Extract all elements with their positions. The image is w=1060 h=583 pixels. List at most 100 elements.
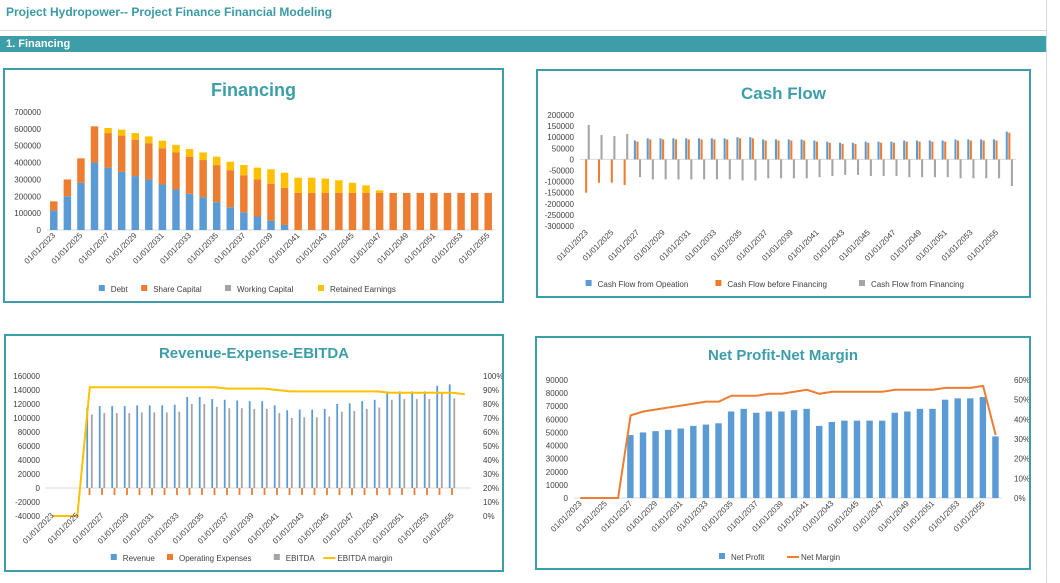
bar-cash-flow-from-financing	[818, 159, 821, 178]
bar-share-capital	[77, 158, 85, 183]
y-tick-label: 50000	[552, 144, 575, 153]
bar-cash-flow-from-opeation	[800, 139, 803, 160]
bar-operating-expenses	[438, 488, 441, 495]
bar-revenue	[411, 391, 414, 488]
bar-retained-earnings	[104, 128, 112, 134]
bar-cash-flow-from-opeation	[851, 142, 854, 160]
bar-ebitda	[103, 413, 106, 488]
bar-share-capital	[335, 192, 343, 230]
bar-cash-flow-before-financing	[815, 141, 819, 160]
bar-share-capital	[104, 133, 112, 168]
bar-retained-earnings	[172, 144, 180, 153]
page-title: Project Hydropower-- Project Finance Fin…	[6, 5, 333, 19]
y-tick-label: 700000	[14, 108, 41, 117]
bar-retained-earnings	[199, 152, 207, 161]
line-ebitda-margin	[52, 386, 465, 517]
y-tick-label: 200000	[14, 192, 41, 201]
legend-label: Cash Flow before Financing	[727, 280, 827, 289]
bar-revenue	[148, 405, 151, 488]
bar-ebitda	[190, 404, 193, 488]
sheet-gridline	[0, 30, 1046, 31]
bar-ebitda	[140, 412, 143, 488]
bar-ebitda	[178, 411, 181, 488]
bar-ebitda	[253, 408, 256, 488]
bar-operating-expenses	[238, 488, 241, 495]
y2-tick-label: 30%	[483, 470, 499, 479]
bar-cash-flow-from-financing	[908, 159, 911, 178]
bar-net-profit	[753, 412, 760, 498]
bar-share-capital	[430, 192, 438, 230]
y2-tick-label: 60%	[1014, 376, 1029, 385]
bar-operating-expenses	[88, 488, 91, 495]
bar-cash-flow-before-financing	[905, 141, 908, 160]
bar-cash-flow-before-financing	[739, 138, 742, 160]
bar-debt	[77, 182, 85, 230]
financing-chart-panel[interactable]: Financing 0 100000 200000 300000 400000 500000…	[3, 68, 504, 303]
bar-cash-flow-before-financing	[892, 142, 895, 160]
bar-debt	[240, 212, 248, 230]
bar-revenue	[111, 406, 114, 488]
bar-revenue	[86, 407, 89, 488]
bar-cash-flow-from-financing	[690, 159, 693, 180]
bar-debt	[253, 216, 262, 230]
bar-share-capital	[389, 192, 397, 230]
bar-cash-flow-from-opeation	[697, 138, 701, 160]
y-tick-label: -150000	[545, 189, 575, 198]
bar-cash-flow-before-financing	[803, 140, 806, 160]
section-title: 1. Financing	[6, 38, 71, 50]
bar-debt	[185, 193, 194, 230]
bar-ebitda	[240, 408, 243, 488]
legend-swatch	[719, 553, 725, 559]
bar-cash-flow-from-opeation	[646, 138, 649, 160]
bar-cash-flow-from-financing	[869, 159, 872, 177]
bar-cash-flow-from-opeation	[839, 142, 842, 160]
bar-net-profit	[790, 410, 798, 498]
bar-cash-flow-from-opeation	[915, 140, 919, 160]
bar-cash-flow-before-financing	[944, 141, 947, 160]
bar-share-capital	[362, 192, 370, 230]
bar-operating-expenses	[263, 488, 266, 495]
bar-cash-flow-before-financing	[931, 141, 934, 160]
bar-cash-flow-before-financing	[841, 143, 844, 160]
bar-cash-flow-from-opeation	[723, 138, 726, 160]
net-profit-net-margin-chart-panel[interactable]: Net Profit-Net Margin 0 10000 20000 30000 400…	[535, 336, 1031, 570]
bar-revenue	[361, 401, 364, 488]
bar-retained-earnings	[158, 140, 167, 149]
bar-revenue	[336, 404, 339, 488]
y-tick-label: 70000	[546, 402, 569, 411]
cashflow-chart-panel[interactable]: Cash Flow -300000 -250000 -200000 -150000 -10…	[536, 69, 1031, 298]
bar-debt	[104, 167, 112, 230]
bar-net-profit	[816, 425, 823, 498]
bar-ebitda	[153, 412, 156, 488]
bar-revenue	[261, 401, 264, 488]
y-tick-label: -250000	[545, 211, 575, 220]
bar-debt	[145, 179, 153, 230]
bar-ebitda	[265, 408, 268, 488]
revenue-svg: Revenue-Expense-EBITDA -40000 -20000 0 20000…	[13, 345, 502, 563]
bar-cash-flow-before-financing	[957, 140, 960, 160]
bar-cash-flow-from-financing	[792, 159, 795, 179]
legend-swatch	[585, 280, 592, 286]
bar-revenue	[236, 400, 239, 488]
y2-tick-label: 20%	[1014, 455, 1029, 464]
y-tick-label: 400000	[14, 159, 41, 168]
bar-cash-flow-from-financing	[959, 159, 962, 179]
bar-ebitda	[353, 411, 356, 488]
bar-cash-flow-before-financing	[1008, 132, 1011, 160]
bar-ebitda	[203, 404, 206, 488]
bar-revenue	[398, 391, 401, 488]
bar-share-capital	[375, 192, 384, 230]
bar-cash-flow-from-financing	[1010, 159, 1013, 187]
bar-operating-expenses	[301, 488, 303, 495]
bar-retained-earnings	[335, 180, 343, 193]
bar-net-profit	[664, 429, 672, 498]
legend-label: EBITDA margin	[337, 554, 392, 563]
bar-cash-flow-before-financing	[854, 143, 857, 160]
revenue-expense-ebitda-chart-panel[interactable]: Revenue-Expense-EBITDA -40000 -20000 0 20000…	[4, 334, 504, 572]
bar-share-capital	[457, 192, 465, 230]
legend-swatch	[167, 554, 173, 560]
bar-cash-flow-from-opeation	[928, 140, 931, 160]
y-tick-label: 10000	[546, 481, 569, 490]
bar-net-profit	[690, 425, 697, 498]
bar-cash-flow-from-opeation	[659, 138, 662, 160]
